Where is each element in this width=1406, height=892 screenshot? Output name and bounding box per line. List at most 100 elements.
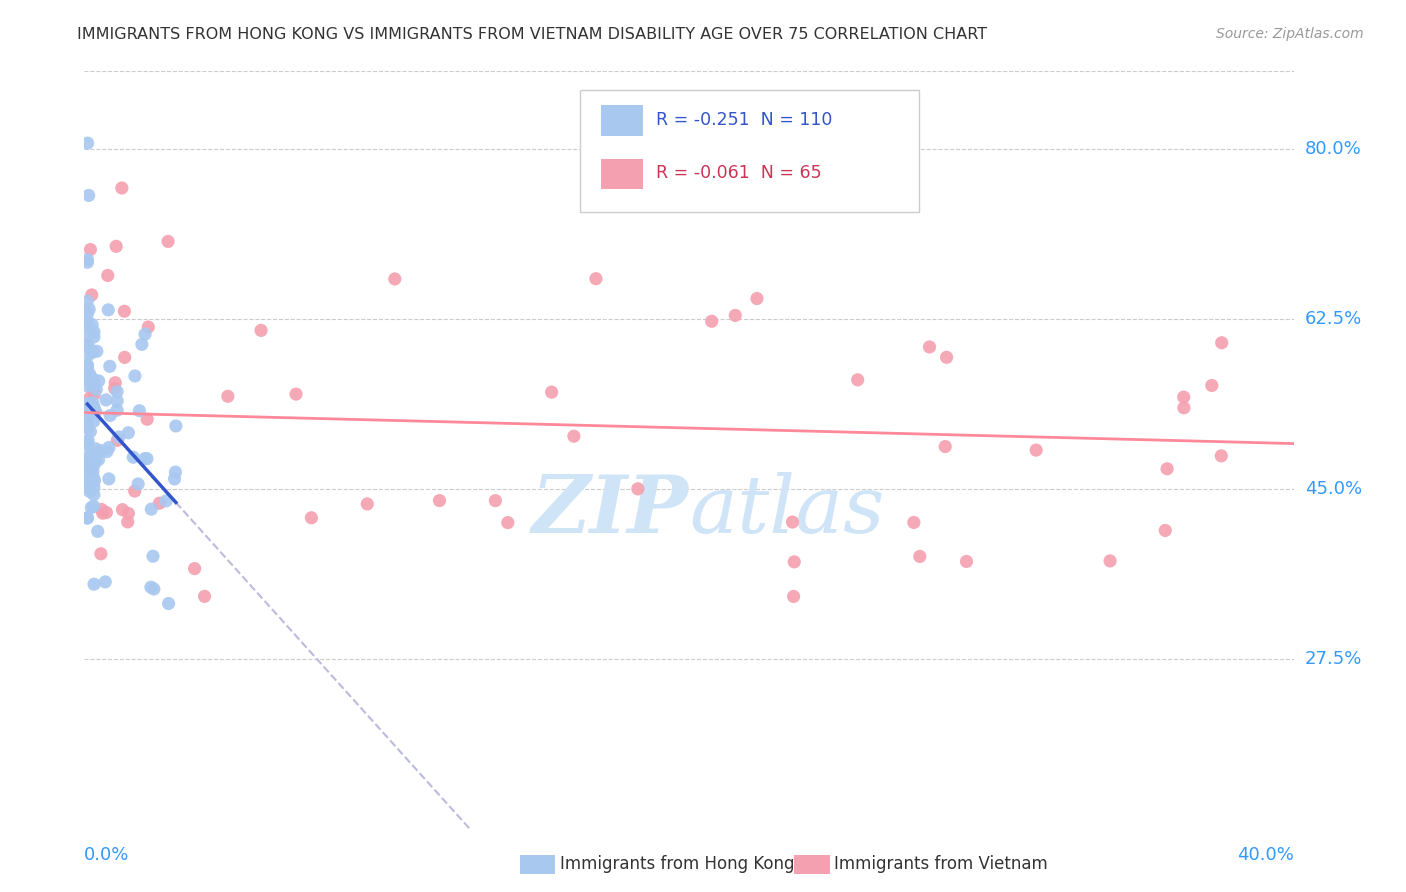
Point [1173, 401, 1195, 415]
Point [83, 330, 105, 344]
Point [83, 488, 105, 502]
Point [136, 451, 159, 466]
Point [94, 392, 117, 407]
Point [77, 188, 100, 202]
Point [627, 482, 650, 496]
Point [84, 383, 107, 397]
Point [908, 549, 931, 564]
Point [1211, 449, 1233, 463]
Point [97, 268, 120, 283]
Point [80, 500, 103, 515]
Point [76, 379, 98, 393]
Point [76, 337, 98, 351]
Point [745, 292, 768, 306]
Text: 62.5%: 62.5% [1305, 310, 1362, 328]
Point [76, 365, 98, 379]
Point [105, 434, 128, 448]
Point [484, 493, 506, 508]
Point [76, 314, 98, 328]
Point [122, 450, 145, 465]
Text: 45.0%: 45.0% [1305, 481, 1362, 499]
Point [117, 515, 139, 529]
Point [384, 272, 406, 286]
Point [165, 419, 187, 434]
Point [76, 255, 98, 269]
Point [76, 358, 98, 372]
Point [76, 435, 98, 450]
Text: Source: ZipAtlas.com: Source: ZipAtlas.com [1216, 27, 1364, 41]
Point [76, 398, 98, 412]
Point [96, 444, 118, 458]
Text: 80.0%: 80.0% [1305, 140, 1361, 158]
Text: 40.0%: 40.0% [1237, 847, 1294, 864]
Point [76, 414, 98, 428]
Point [76, 372, 98, 386]
Point [96, 506, 118, 520]
Point [76, 463, 98, 477]
Point [76, 404, 98, 418]
Point [76, 479, 98, 493]
Point [76, 319, 98, 334]
Text: 27.5%: 27.5% [1305, 650, 1362, 668]
Point [83, 471, 105, 485]
Point [83, 325, 105, 339]
Point [846, 373, 869, 387]
Point [136, 320, 159, 334]
Point [285, 387, 308, 401]
Point [76, 307, 98, 321]
Text: Immigrants from Hong Kong: Immigrants from Hong Kong [560, 855, 794, 873]
Point [1099, 554, 1122, 568]
Point [76, 456, 98, 470]
Point [124, 484, 146, 499]
Point [562, 429, 585, 443]
Point [496, 516, 519, 530]
Point [97, 472, 120, 486]
Point [142, 582, 165, 596]
Point [83, 401, 105, 416]
Point [79, 243, 101, 257]
Text: R = -0.251  N = 110: R = -0.251 N = 110 [657, 111, 832, 128]
Point [91, 506, 114, 520]
Point [77, 302, 100, 317]
Point [76, 450, 98, 465]
Point [76, 415, 98, 429]
Point [82, 465, 104, 479]
Point [76, 480, 98, 494]
Point [82, 396, 104, 410]
Point [142, 549, 165, 564]
Point [87, 524, 110, 539]
Point [82, 318, 104, 332]
Point [83, 387, 105, 401]
Point [117, 425, 139, 440]
Point [98, 441, 121, 455]
Point [131, 337, 153, 351]
Point [76, 420, 98, 434]
Text: ZIP: ZIP [531, 473, 689, 549]
Point [1156, 462, 1178, 476]
Point [105, 394, 128, 409]
Point [87, 374, 110, 388]
Point [76, 328, 98, 343]
Point [83, 373, 105, 387]
Point [76, 414, 98, 428]
Point [783, 555, 806, 569]
Point [82, 382, 104, 396]
Point [299, 510, 322, 524]
Point [918, 340, 941, 354]
Point [79, 399, 101, 413]
Point [105, 403, 128, 417]
Point [90, 502, 112, 516]
Point [84, 404, 107, 418]
Point [86, 344, 108, 359]
Point [83, 377, 105, 392]
Text: Immigrants from Vietnam: Immigrants from Vietnam [834, 855, 1047, 873]
Point [782, 590, 804, 604]
Point [1173, 390, 1195, 404]
Point [250, 323, 273, 337]
Point [77, 339, 100, 353]
Point [76, 294, 98, 309]
Point [83, 577, 105, 591]
Point [82, 345, 104, 359]
Text: R = -0.061  N = 65: R = -0.061 N = 65 [657, 164, 823, 182]
Point [84, 454, 107, 468]
